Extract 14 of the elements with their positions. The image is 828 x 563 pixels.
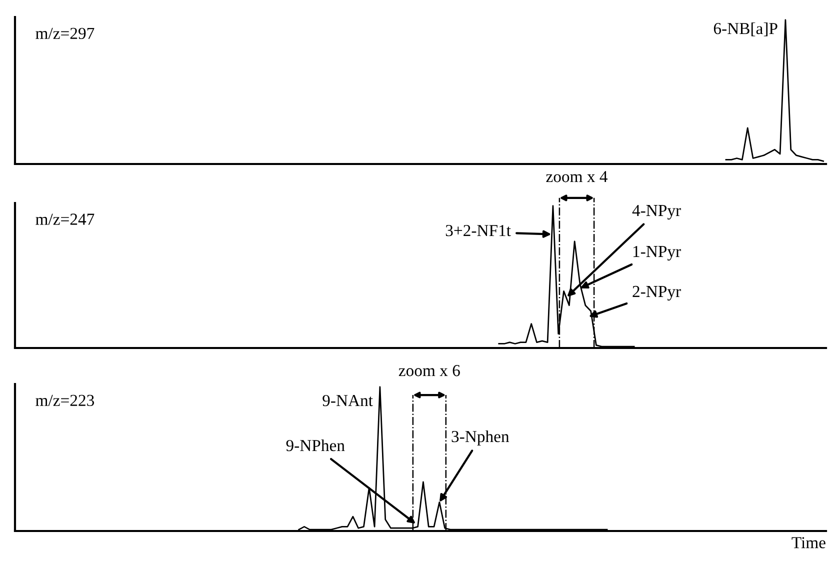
chart-title: m/z=297: [36, 28, 94, 40]
annotation: 2-NPyr: [632, 286, 681, 301]
annotation: 3-Nphen: [452, 430, 510, 446]
annotation: 1-NPyr: [633, 246, 681, 261]
annotation: 6-NB[a]P: [714, 22, 778, 36]
annotation: 9-NPhen: [286, 439, 345, 452]
text: zoom x 4: [546, 171, 608, 182]
chart-title: m/z=223: [36, 394, 94, 406]
annotation: 9-NAnt: [322, 394, 373, 406]
text: zoom x 6: [398, 365, 460, 376]
annotation: 3+2-NF1t: [446, 224, 511, 236]
chart-title: m/z=247: [36, 214, 94, 225]
annotation: 4-NPyr: [632, 204, 681, 220]
x-axis-title: Time: [792, 537, 826, 548]
